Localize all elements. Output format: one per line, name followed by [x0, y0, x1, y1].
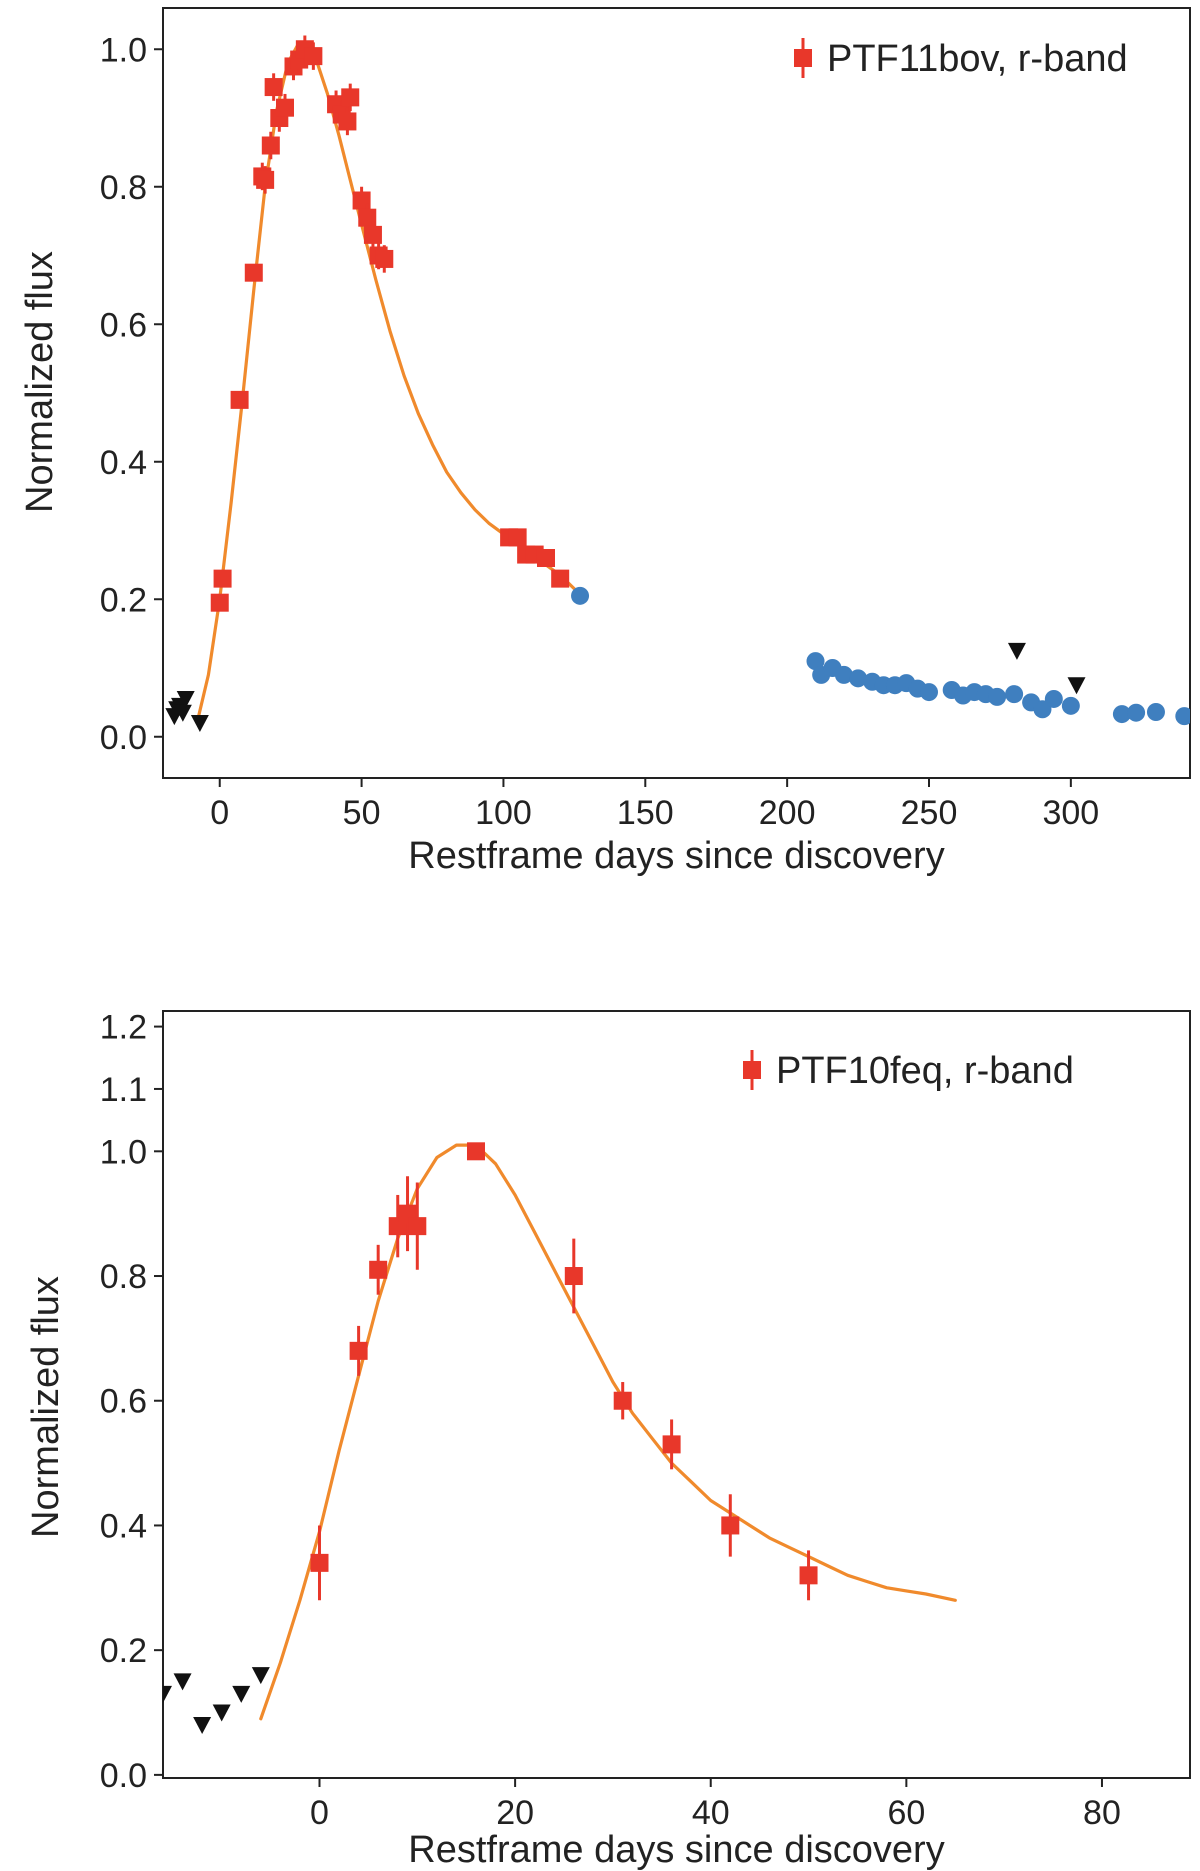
late-time-point [1146, 703, 1165, 721]
data-point [375, 249, 394, 268]
y-tick-label: 0.8 [100, 169, 147, 207]
data-point [564, 1267, 583, 1286]
plot-frame [162, 7, 1191, 779]
legend-marker [794, 49, 812, 67]
late-time-point [1127, 703, 1146, 722]
x-tick-label: 250 [901, 794, 958, 832]
data-point [349, 1341, 368, 1360]
y-tick-label: 0.0 [100, 719, 147, 757]
y-tick-label: 0.8 [100, 1258, 147, 1296]
late-time-point [1175, 707, 1190, 726]
fit-curve [259, 1143, 957, 1721]
upper-limit-marker [163, 1685, 172, 1703]
data-point [369, 1260, 388, 1279]
upper-limit-marker [1007, 642, 1026, 660]
chart-2: 0 20 40 60 80 0.0 0.2 0.4 0.6 0.8 1.0 1.1 1.2 Restfra… [25, 1009, 1191, 1871]
y-tick-label: 1.2 [100, 1009, 147, 1047]
data-point [310, 1553, 329, 1572]
y-tick-label: 0.6 [100, 306, 147, 344]
x-tick-label: 150 [617, 794, 674, 832]
x-tick-label: 40 [692, 1794, 730, 1832]
data-point [256, 170, 275, 189]
data-point [551, 569, 570, 588]
x-tick-label: 80 [1083, 1794, 1121, 1832]
upper-limit-marker [251, 1667, 270, 1685]
y-tick-label: 1.0 [100, 1133, 147, 1171]
upper-limit-marker [173, 1673, 192, 1691]
late-time-point [1044, 689, 1063, 708]
data-point [338, 112, 357, 131]
data-point [244, 263, 263, 282]
late-time-point [849, 669, 868, 688]
x-tick-label: 100 [475, 794, 532, 832]
y-tick-label: 0.2 [100, 1632, 147, 1670]
y-tick-label: 0.6 [100, 1383, 147, 1421]
y-tick-label: 0.4 [100, 1507, 147, 1545]
data-point [213, 569, 232, 588]
y-tick-label: 0.2 [100, 581, 147, 619]
late-time-point [571, 586, 590, 605]
y-tick-label: 1.0 [100, 31, 147, 69]
x-tick-label: 20 [496, 1794, 534, 1832]
y-tick-label: 0.4 [100, 444, 147, 482]
late-time-point [1061, 696, 1080, 715]
data-point [304, 47, 323, 66]
data-point [536, 549, 555, 567]
data-point [264, 78, 283, 97]
x-tick-label: 50 [343, 794, 381, 832]
data-point [466, 1142, 485, 1161]
upper-limit-marker [190, 715, 209, 732]
legend-marker [743, 1061, 761, 1079]
plot-frame [162, 1010, 1191, 1779]
plot-area [165, 35, 1190, 732]
x-tick-label: 300 [1042, 794, 1099, 832]
late-time-point [806, 652, 825, 671]
upper-limit-marker [232, 1685, 251, 1703]
data-point [508, 528, 527, 547]
data-point [230, 390, 249, 409]
y-tick-label: 1.1 [100, 1071, 147, 1109]
upper-limit-marker [173, 704, 192, 722]
legend-label: PTF10feq, r-band [776, 1050, 1074, 1092]
x-axis-title: Restframe days since discovery [408, 1829, 944, 1871]
x-tick-label: 60 [887, 1794, 925, 1832]
x-tick-label: 0 [210, 794, 229, 832]
data-point [721, 1516, 740, 1535]
late-time-point [1005, 685, 1024, 704]
late-time-point [1112, 705, 1131, 724]
data-point [275, 98, 294, 117]
late-time-point [919, 683, 938, 702]
data-point [613, 1391, 632, 1410]
data-point [363, 225, 382, 244]
legend: PTF11bov, r-band [794, 38, 1128, 80]
data-point [799, 1566, 818, 1585]
upper-limit-marker [212, 1704, 231, 1722]
data-point [408, 1217, 427, 1236]
late-time-point [834, 665, 853, 684]
data-point [341, 88, 360, 107]
y-axis-title: Normalized flux [19, 251, 61, 513]
chart-1: 0 50 100 150 200 250 300 0.0 0.2 0.4 0.6 0.8 1.0 Rest… [19, 7, 1191, 877]
plot-area [163, 1142, 957, 1734]
data-point [662, 1435, 681, 1454]
legend: PTF10feq, r-band [743, 1050, 1074, 1092]
x-tick-label: 0 [310, 1794, 329, 1832]
y-tick-label: 0.0 [100, 1757, 147, 1795]
x-tick-label: 200 [759, 794, 816, 832]
x-axis-title: Restframe days since discovery [408, 835, 944, 877]
upper-limit-marker [193, 1716, 212, 1734]
data-point [210, 593, 229, 612]
late-time-point [988, 687, 1007, 706]
legend-label: PTF11bov, r-band [827, 38, 1128, 80]
fit-curve [195, 40, 585, 725]
upper-limit-marker [176, 690, 195, 708]
y-axis-title: Normalized flux [25, 1276, 67, 1538]
upper-limit-marker [1067, 677, 1086, 695]
data-point [261, 136, 280, 155]
